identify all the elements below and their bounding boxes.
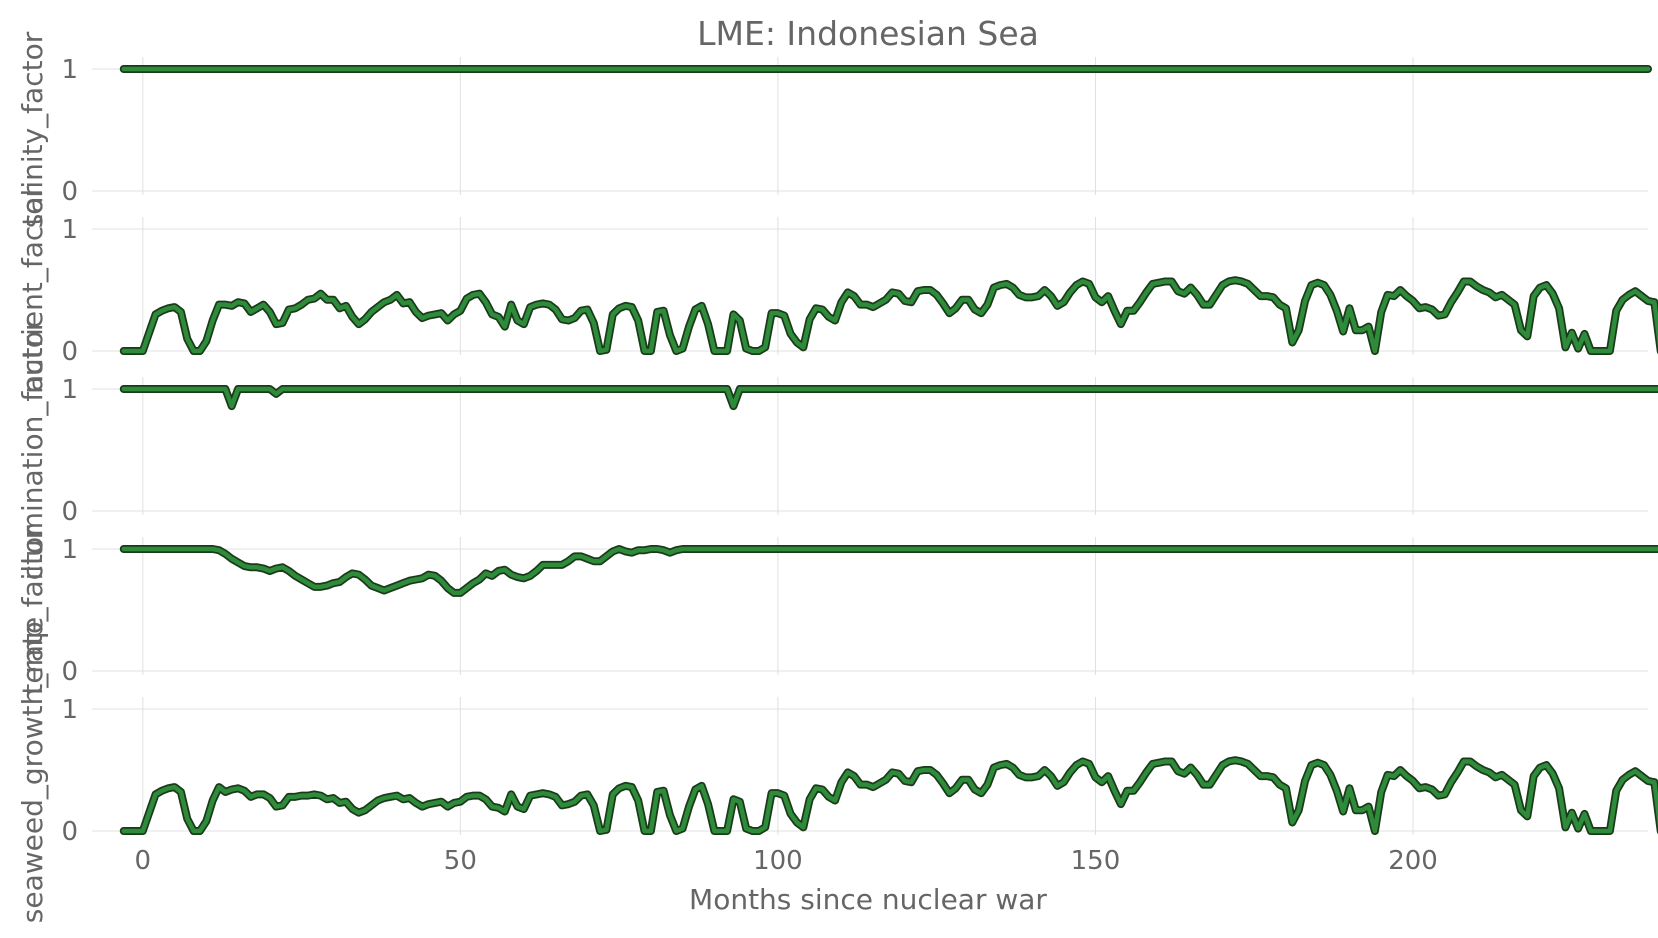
panel-salinity_factor: 0 1 salinity_factor [16, 31, 1652, 228]
y-axis-label: salinity_factor [16, 31, 49, 228]
series-line-seaweed_growth_rate [121, 757, 1658, 834]
series-line-illumination_factor [121, 386, 1658, 409]
y-tick-label: 1 [61, 215, 78, 245]
y-tick-label: 0 [61, 817, 78, 847]
x-tick-label: 0 [135, 846, 152, 876]
x-tick-label: 200 [1388, 846, 1438, 876]
y-tick-label: 1 [61, 375, 78, 405]
y-axis-label: temp_factor [16, 525, 49, 695]
y-axis-label: illumination_factor [16, 319, 49, 580]
y-tick-label: 0 [61, 657, 78, 687]
y-tick-label: 0 [61, 177, 78, 207]
x-axis-label: Months since nuclear war [689, 883, 1047, 916]
x-axis-ticks: 0 50 100 150 200 [135, 846, 1438, 876]
panel-temp_factor: 0 1 temp_factor [16, 525, 1658, 695]
y-tick-label: 0 [61, 497, 78, 527]
y-axis-label: seaweed_growth_rate [16, 617, 49, 923]
x-tick-label: 100 [753, 846, 803, 876]
series-line-outline [119, 545, 1658, 597]
series-line-nutrient_factor [121, 277, 1658, 354]
x-tick-label: 50 [444, 846, 477, 876]
x-tick-label: 150 [1071, 846, 1121, 876]
series-line-temp_factor [121, 546, 1658, 596]
panel-illumination_factor: 0 1 illumination_factor [16, 319, 1658, 580]
chart-panels: 0 1 salinity_factor 0 1 nutrient_factor 0 1 illu… [16, 31, 1658, 923]
panel-nutrient_factor: 0 1 nutrient_factor [16, 186, 1658, 394]
y-tick-label: 1 [61, 55, 78, 85]
series-line-outline [119, 385, 1658, 411]
panel-seaweed_growth_rate: 0 1 seaweed_growth_rate [16, 617, 1658, 923]
y-tick-label: 1 [61, 695, 78, 725]
chart-title: LME: Indonesian Sea [697, 14, 1039, 53]
y-axis-label: nutrient_factor [16, 186, 49, 394]
y-tick-label: 1 [61, 535, 78, 565]
y-tick-label: 0 [61, 337, 78, 367]
